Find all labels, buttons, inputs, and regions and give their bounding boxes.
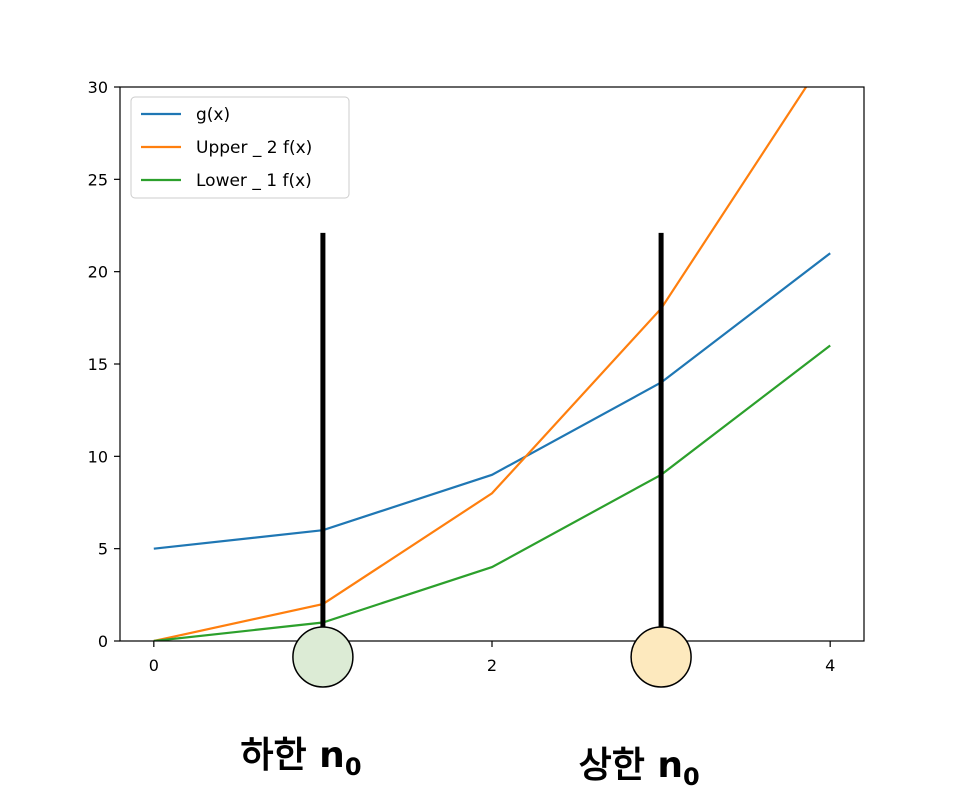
series-line-2 [153, 344, 831, 641]
threshold-label-main: 상한 n [578, 745, 683, 786]
y-tick-label: 5 [98, 540, 108, 559]
threshold-label-main: 하한 n [240, 735, 345, 776]
threshold-label-1: 상한 n0 [579, 736, 700, 791]
legend-label-1: Upper _ 2 f(x) [196, 138, 312, 158]
y-tick-label: 25 [88, 170, 108, 189]
series-line-0 [153, 252, 831, 550]
threshold-label-subscript: 0 [344, 753, 362, 781]
legend-label-2: Lower _ 1 f(x) [196, 171, 312, 191]
threshold-label-0: 하한 n0 [240, 726, 361, 781]
legend-box [130, 96, 350, 199]
y-tick-label: 10 [88, 447, 108, 466]
x-tick-label: 2 [487, 656, 497, 675]
threshold-label-subscript: 0 [682, 763, 700, 791]
x-axis-ticks: 01234 [149, 641, 835, 675]
legend-label-0: g(x) [196, 105, 230, 125]
threshold-circles [292, 626, 692, 688]
y-tick-label: 0 [98, 632, 108, 651]
y-tick-label: 20 [88, 263, 108, 282]
series-layer [153, 87, 831, 641]
vertical-lines [320, 232, 664, 630]
y-tick-label: 30 [88, 78, 108, 97]
x-tick-label: 0 [149, 656, 159, 675]
legend: g(x) Upper _ 2 f(x) Lower _ 1 f(x) [130, 96, 350, 199]
series-line-1 [153, 87, 808, 641]
threshold-circle-1 [630, 626, 692, 688]
y-tick-label: 15 [88, 355, 108, 374]
y-axis-ticks: 0 5 10 15 20 25 30 [88, 78, 120, 651]
x-tick-label: 4 [825, 656, 835, 675]
threshold-circle-0 [292, 626, 354, 688]
